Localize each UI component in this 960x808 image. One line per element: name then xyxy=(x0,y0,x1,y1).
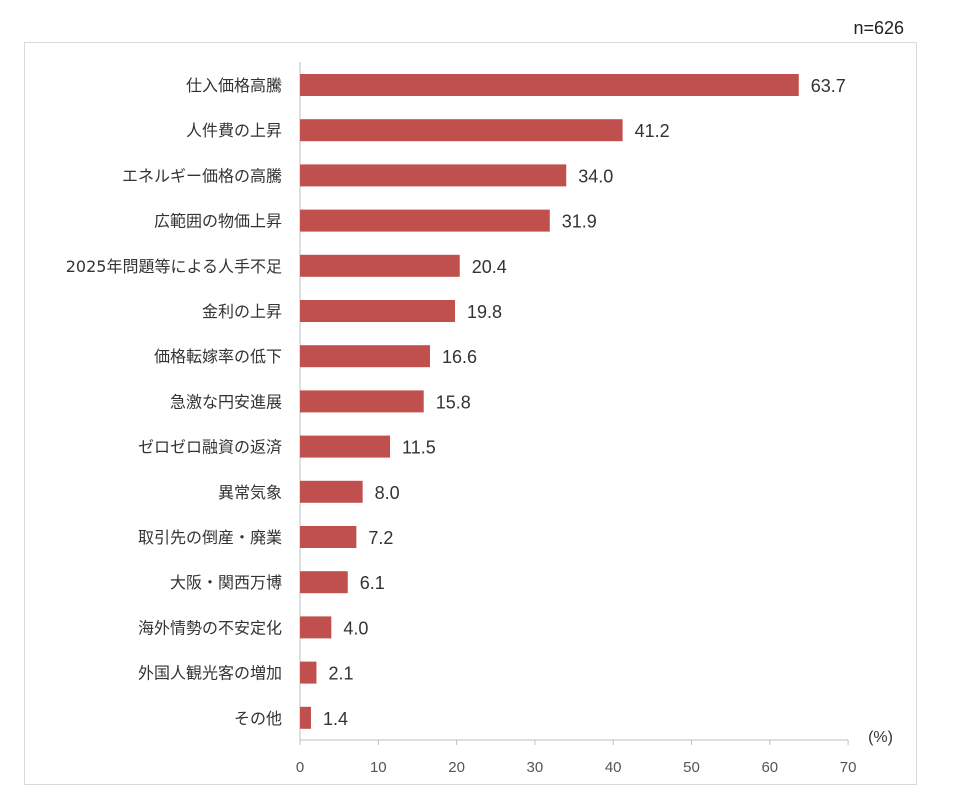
value-label: 31.9 xyxy=(562,212,597,232)
value-label: 7.2 xyxy=(368,528,393,548)
bar xyxy=(300,164,567,187)
bar xyxy=(300,119,623,142)
x-tick-label: 60 xyxy=(761,759,778,776)
bar xyxy=(300,571,348,594)
category-label: 外国人観光客の増加 xyxy=(138,664,282,683)
category-label: 価格転嫁率の低下 xyxy=(154,347,282,366)
value-label: 2.1 xyxy=(328,664,353,684)
x-tick-label: 10 xyxy=(370,759,387,776)
bar xyxy=(300,74,799,96)
bar xyxy=(300,616,332,639)
x-tick-label: 70 xyxy=(840,759,857,776)
x-tick-label: 0 xyxy=(296,759,304,776)
value-label: 16.6 xyxy=(442,347,477,367)
chart-frame xyxy=(24,42,917,785)
x-unit-label: (%) xyxy=(868,729,893,746)
value-label: 19.8 xyxy=(467,302,502,322)
value-label: 1.4 xyxy=(323,709,348,729)
value-label: 34.0 xyxy=(578,166,613,186)
bar xyxy=(300,390,424,413)
category-label: 取引先の倒産・廃業 xyxy=(138,528,282,547)
category-label: 人件費の上昇 xyxy=(186,121,282,140)
bar xyxy=(300,254,460,277)
category-label: エネルギー価格の高騰 xyxy=(122,166,282,185)
value-label: 6.1 xyxy=(360,573,385,593)
bar xyxy=(300,209,550,232)
category-label: 2025年問題等による人手不足 xyxy=(66,257,282,276)
bar xyxy=(300,480,363,503)
category-label: 大阪・関西万博 xyxy=(170,573,282,592)
x-tick-label: 30 xyxy=(527,759,544,776)
value-label: 8.0 xyxy=(375,483,400,503)
category-label: 金利の上昇 xyxy=(202,302,282,321)
category-label: 急激な円安進展 xyxy=(170,392,282,411)
bar xyxy=(300,345,430,368)
x-tick-label: 20 xyxy=(448,759,465,776)
category-label: 広範囲の物価上昇 xyxy=(154,212,282,231)
value-label: 4.0 xyxy=(343,618,368,638)
category-label: 異常気象 xyxy=(218,483,282,502)
x-tick-label: 40 xyxy=(605,759,622,776)
value-label: 41.2 xyxy=(635,121,670,141)
value-label: 11.5 xyxy=(402,438,436,458)
x-tick-label: 50 xyxy=(683,759,700,776)
bar xyxy=(300,435,391,458)
category-label: 仕入価格高騰 xyxy=(186,76,282,95)
category-label: ゼロゼロ融資の返済 xyxy=(138,438,282,457)
value-label: 63.7 xyxy=(811,76,846,96)
value-label: 20.4 xyxy=(472,257,507,277)
sample-size-label: n=626 xyxy=(853,18,904,38)
bar xyxy=(300,661,317,684)
category-label: 海外情勢の不安定化 xyxy=(138,618,282,637)
bar xyxy=(300,526,357,548)
category-label: その他 xyxy=(234,709,282,728)
bar xyxy=(300,300,456,322)
value-label: 15.8 xyxy=(436,392,471,412)
bar xyxy=(300,706,311,729)
